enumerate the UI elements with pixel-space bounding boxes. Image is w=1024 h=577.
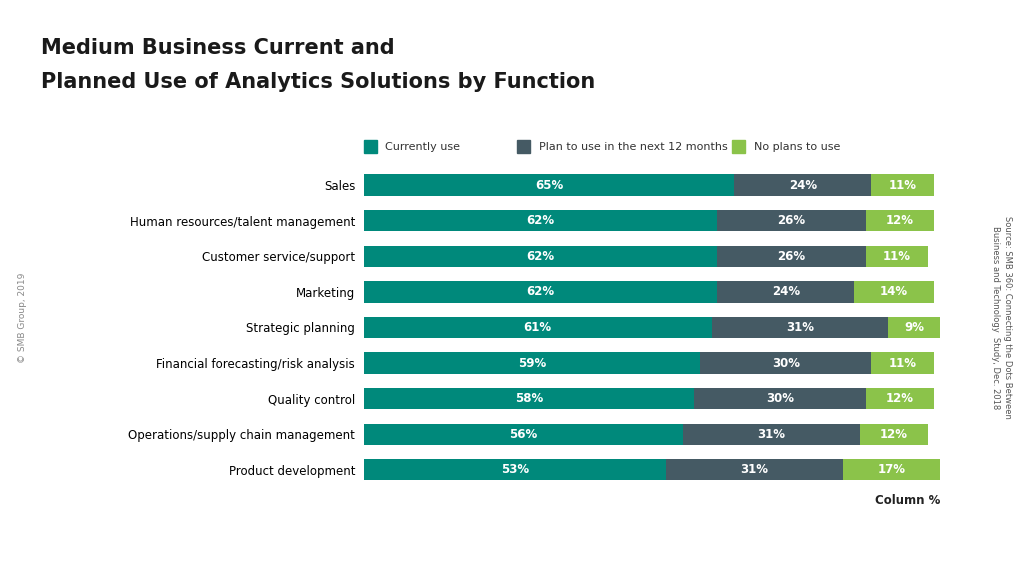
Text: 53%: 53% bbox=[501, 463, 528, 476]
Bar bbox=[865, 210, 934, 231]
Text: 26%: 26% bbox=[777, 214, 806, 227]
Bar bbox=[694, 388, 865, 409]
Text: 24%: 24% bbox=[788, 179, 817, 192]
Text: 30%: 30% bbox=[766, 392, 794, 405]
Bar bbox=[734, 174, 871, 196]
Text: 58%: 58% bbox=[515, 392, 543, 405]
Text: 26%: 26% bbox=[777, 250, 806, 263]
Text: 9%: 9% bbox=[904, 321, 924, 334]
Text: 12%: 12% bbox=[880, 428, 908, 441]
Text: Column %: Column % bbox=[874, 494, 940, 508]
Text: No plans to use: No plans to use bbox=[754, 141, 840, 152]
Bar bbox=[860, 424, 929, 445]
Text: 62%: 62% bbox=[526, 286, 554, 298]
Text: Currently use: Currently use bbox=[385, 141, 460, 152]
Text: 12%: 12% bbox=[886, 214, 913, 227]
Bar bbox=[871, 353, 934, 374]
Text: 31%: 31% bbox=[758, 428, 785, 441]
Text: Planned Use of Analytics Solutions by Function: Planned Use of Analytics Solutions by Fu… bbox=[41, 72, 595, 92]
Text: 62%: 62% bbox=[526, 214, 554, 227]
Text: © SMB Group, 2019: © SMB Group, 2019 bbox=[18, 272, 27, 362]
Text: 65%: 65% bbox=[535, 179, 563, 192]
Text: 61%: 61% bbox=[523, 321, 552, 334]
Bar bbox=[865, 388, 934, 409]
Text: 31%: 31% bbox=[740, 463, 768, 476]
Bar bbox=[717, 246, 865, 267]
Bar bbox=[364, 459, 666, 481]
Text: 59%: 59% bbox=[518, 357, 546, 369]
Bar bbox=[683, 424, 860, 445]
Text: 14%: 14% bbox=[880, 286, 908, 298]
Text: 24%: 24% bbox=[772, 286, 800, 298]
Bar bbox=[871, 174, 934, 196]
Bar bbox=[717, 210, 865, 231]
Text: 30%: 30% bbox=[772, 357, 800, 369]
Bar bbox=[865, 246, 929, 267]
Bar bbox=[364, 353, 700, 374]
Bar bbox=[843, 459, 940, 481]
Text: Sample: 277 medium businesses with 100-1,000 employee: Sample: 277 medium businesses with 100-1… bbox=[528, 539, 941, 552]
Bar bbox=[889, 317, 940, 338]
Bar bbox=[364, 317, 712, 338]
Bar bbox=[364, 388, 694, 409]
Text: 12%: 12% bbox=[886, 392, 913, 405]
Bar bbox=[364, 174, 734, 196]
Bar bbox=[700, 353, 871, 374]
Text: 11%: 11% bbox=[889, 179, 916, 192]
Bar bbox=[666, 459, 843, 481]
Bar bbox=[364, 246, 717, 267]
Text: Medium Business Current and: Medium Business Current and bbox=[41, 38, 394, 58]
Text: Q) Which functional areas does your business use/plan to use business intelligen: Q) Which functional areas does your busi… bbox=[15, 534, 534, 558]
Bar bbox=[717, 281, 854, 302]
Bar bbox=[364, 281, 717, 302]
Text: 11%: 11% bbox=[883, 250, 911, 263]
Bar bbox=[712, 317, 889, 338]
Text: 31%: 31% bbox=[786, 321, 814, 334]
Text: Source: SMB 360: Connecting the Dots Between
Business and Technology  Study, Dec: Source: SMB 360: Connecting the Dots Bet… bbox=[991, 216, 1012, 419]
Bar bbox=[364, 424, 683, 445]
Text: 62%: 62% bbox=[526, 250, 554, 263]
Text: 17%: 17% bbox=[878, 463, 905, 476]
Text: Plan to use in the next 12 months: Plan to use in the next 12 months bbox=[539, 141, 727, 152]
Bar bbox=[364, 210, 717, 231]
Text: 11%: 11% bbox=[889, 357, 916, 369]
Text: 56%: 56% bbox=[509, 428, 538, 441]
Bar bbox=[854, 281, 934, 302]
